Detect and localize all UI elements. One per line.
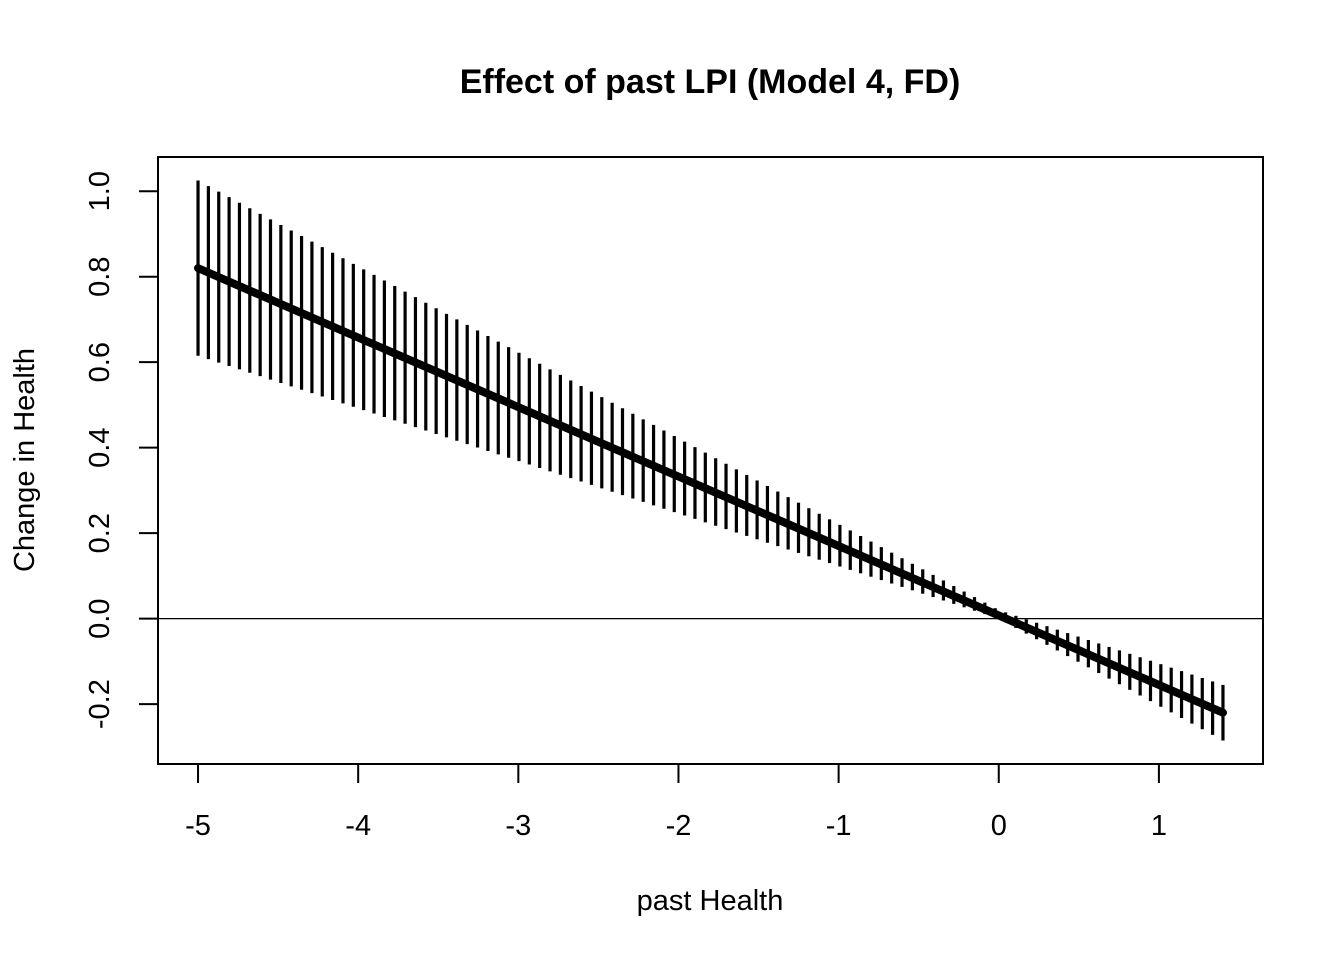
plot-area: -5 -4 -3 -2 -1 0 1 -0.2 0.0 0.2 0.4 0.6 0.8 1.0 <box>84 156 1264 842</box>
x-tick-label: -4 <box>345 810 371 842</box>
y-tick-label: 1.0 <box>84 171 116 211</box>
y-tick-label: 0.4 <box>84 428 116 468</box>
x-tick-label: -1 <box>826 810 852 842</box>
x-tick-label: 0 <box>991 810 1007 842</box>
x-tick-label: 1 <box>1151 810 1167 842</box>
x-tick-label: -3 <box>505 810 531 842</box>
y-tick-label: 0.8 <box>84 257 116 297</box>
estimate-line <box>194 264 1227 717</box>
x-tick-label: -5 <box>185 810 211 842</box>
chart-title: Effect of past LPI (Model 4, FD) <box>460 63 961 101</box>
y-tick-label: 0.2 <box>84 513 116 553</box>
x-tick-label: -2 <box>666 810 692 842</box>
y-axis-label: Change in Health <box>9 348 41 572</box>
y-tick-label: -0.2 <box>84 679 116 729</box>
y-tick-label: 0.0 <box>84 598 116 638</box>
plot-frame <box>157 156 1264 765</box>
y-tick-label: 0.6 <box>84 342 116 382</box>
x-axis-label: past Health <box>637 885 784 917</box>
